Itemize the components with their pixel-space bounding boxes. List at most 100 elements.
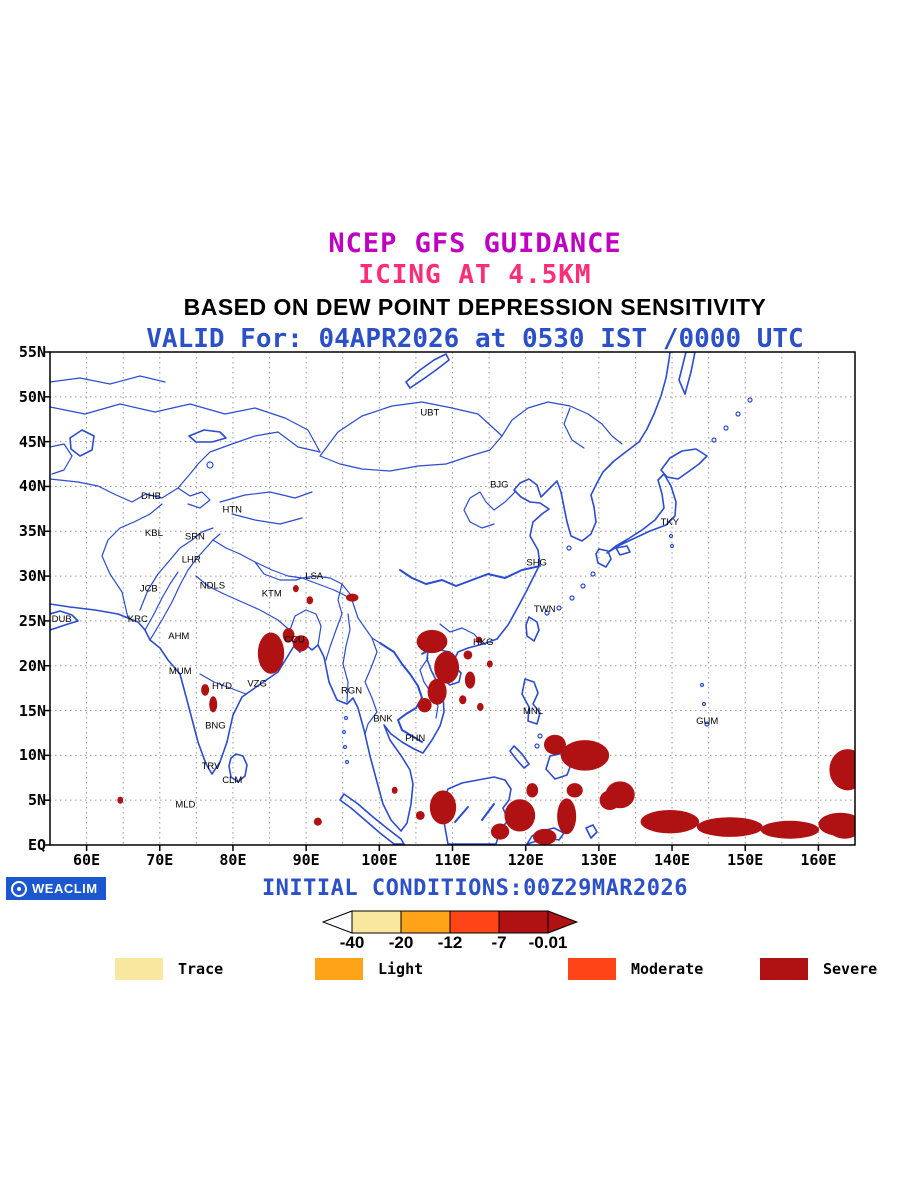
station-label-ubt: UBT [420, 408, 439, 419]
andaman-island-dot [341, 729, 347, 735]
colorbar-segment [498, 910, 549, 934]
border-india-myanmar [325, 583, 343, 661]
visayas-island-dot [534, 743, 540, 749]
border-iran-afghan [101, 503, 163, 619]
severe-icing-region [427, 678, 447, 705]
logo-dot-icon [17, 886, 21, 891]
yangtze-river [399, 565, 541, 587]
ryukyu-island-dot [556, 605, 562, 611]
lon-tick-label: 90E [292, 851, 320, 869]
legend-swatch-light [315, 958, 363, 980]
colorbar-segment [449, 910, 500, 934]
lon-tick-label: 130E [580, 851, 617, 869]
colorbar [322, 910, 578, 934]
station-label-ndls: NDLS [200, 581, 225, 592]
initial-conditions-text: INITIAL CONDITIONS:00Z29MAR2026 [261, 876, 689, 901]
severe-icing-region [560, 740, 610, 771]
station-label-srn: SRN [185, 531, 205, 542]
lat-tick-label: 40N [18, 477, 46, 496]
kuril-island-dot [711, 437, 717, 443]
lon-tick-label: 110E [434, 851, 471, 869]
severe-icing-region [477, 702, 484, 711]
irrawaddy-river [342, 613, 351, 703]
palawan-island [509, 745, 530, 769]
station-label-tky: TKY [661, 517, 680, 528]
severe-icing-region [346, 593, 359, 602]
station-label-krc: KRC [128, 614, 148, 625]
severe-icing-region [486, 660, 493, 668]
station-label-ktm: KTM [262, 589, 282, 600]
severe-icing-region [557, 798, 577, 835]
coastline-layer [50, 352, 753, 845]
borneo-river-2 [481, 803, 495, 821]
legend-swatch-moderate [568, 958, 616, 980]
severe-icing-region [292, 635, 310, 652]
border-amur [501, 401, 623, 445]
borneo-river-1 [454, 806, 469, 823]
station-label-mld: MLD [175, 799, 195, 810]
station-label-phn: PHN [405, 733, 425, 744]
lake-balkhash [188, 429, 227, 443]
title-valid-time: VALID For: 04APR2026 at 0530 IST /0000 U… [146, 324, 804, 354]
station-label-twn: TWN [534, 604, 556, 615]
severe-icing-region [696, 817, 763, 837]
lat-tick-label: 20N [18, 656, 46, 675]
ryukyu-island-dot [580, 583, 586, 589]
lat-tick-label: 30N [18, 567, 46, 586]
severe-icing-region [292, 585, 299, 593]
andaman-island-dot [342, 744, 348, 750]
gridline-layer [50, 352, 855, 845]
severe-icing-region [464, 671, 476, 689]
weaclim-logo: WEACLIM [6, 877, 106, 900]
colorbar-segment [351, 910, 402, 934]
aral-sea [69, 429, 95, 457]
shikoku-island [615, 545, 631, 556]
colorbar-tick-label: -12 [437, 933, 463, 952]
tsangpo-river [301, 577, 347, 597]
station-label-hyd: HYD [212, 681, 232, 692]
severe-icing-region [504, 799, 536, 832]
lon-tick-label: 140E [653, 851, 691, 869]
station-label-htn: HTN [222, 504, 242, 515]
kuril-island-dot [735, 411, 741, 417]
title-line-2: ICING AT 4.5KM [358, 260, 592, 290]
colorbar-segment [400, 910, 451, 934]
lon-tick-label: 120E [507, 851, 544, 869]
lat-tick-label: EQ [27, 836, 46, 854]
station-label-ccu: CCU [284, 634, 305, 645]
hokkaido-island [660, 448, 708, 480]
izu-island-dot [668, 533, 674, 539]
station-label-dhb: DHB [141, 491, 161, 502]
lake-baikal [405, 353, 450, 389]
border-india-pak [149, 533, 221, 641]
ryukyu-island-dot [544, 610, 550, 616]
severe-icing-region [640, 810, 700, 834]
severe-icing-region [201, 684, 210, 696]
station-label-clm: CLM [222, 775, 242, 786]
severe-icing-region [463, 650, 473, 660]
lat-tick-label: 55N [18, 343, 46, 361]
station-label-lhr: LHR [182, 555, 201, 566]
severe-icing-region [566, 783, 583, 798]
colorbar-labels: -40 -20 -12 -7 -0.01 [322, 933, 578, 953]
severe-icing-region [830, 820, 855, 839]
severe-icing-region [543, 734, 566, 755]
indus-river [144, 571, 179, 631]
lat-tick-label: 35N [18, 522, 46, 541]
issyk-kul-lake [206, 461, 214, 469]
station-label-ahm: AHM [168, 631, 189, 642]
ryukyu-island-dot [569, 595, 575, 601]
severe-icing-region [416, 629, 448, 654]
mariana-island-dot [704, 721, 710, 727]
lon-tick-label: 80E [219, 851, 247, 869]
severe-icing-region [117, 796, 124, 804]
severe-icing-region [760, 820, 820, 839]
colorbar-right-arrow [547, 910, 578, 934]
colorbar-tick-label: -0.01 [528, 933, 568, 952]
mariana-island-dot [701, 701, 707, 707]
colorbar-tick-label: -40 [339, 933, 365, 952]
sri-lanka [228, 753, 248, 783]
border-vietnam-laos [419, 657, 439, 719]
station-label-bnk: BNK [373, 713, 393, 724]
